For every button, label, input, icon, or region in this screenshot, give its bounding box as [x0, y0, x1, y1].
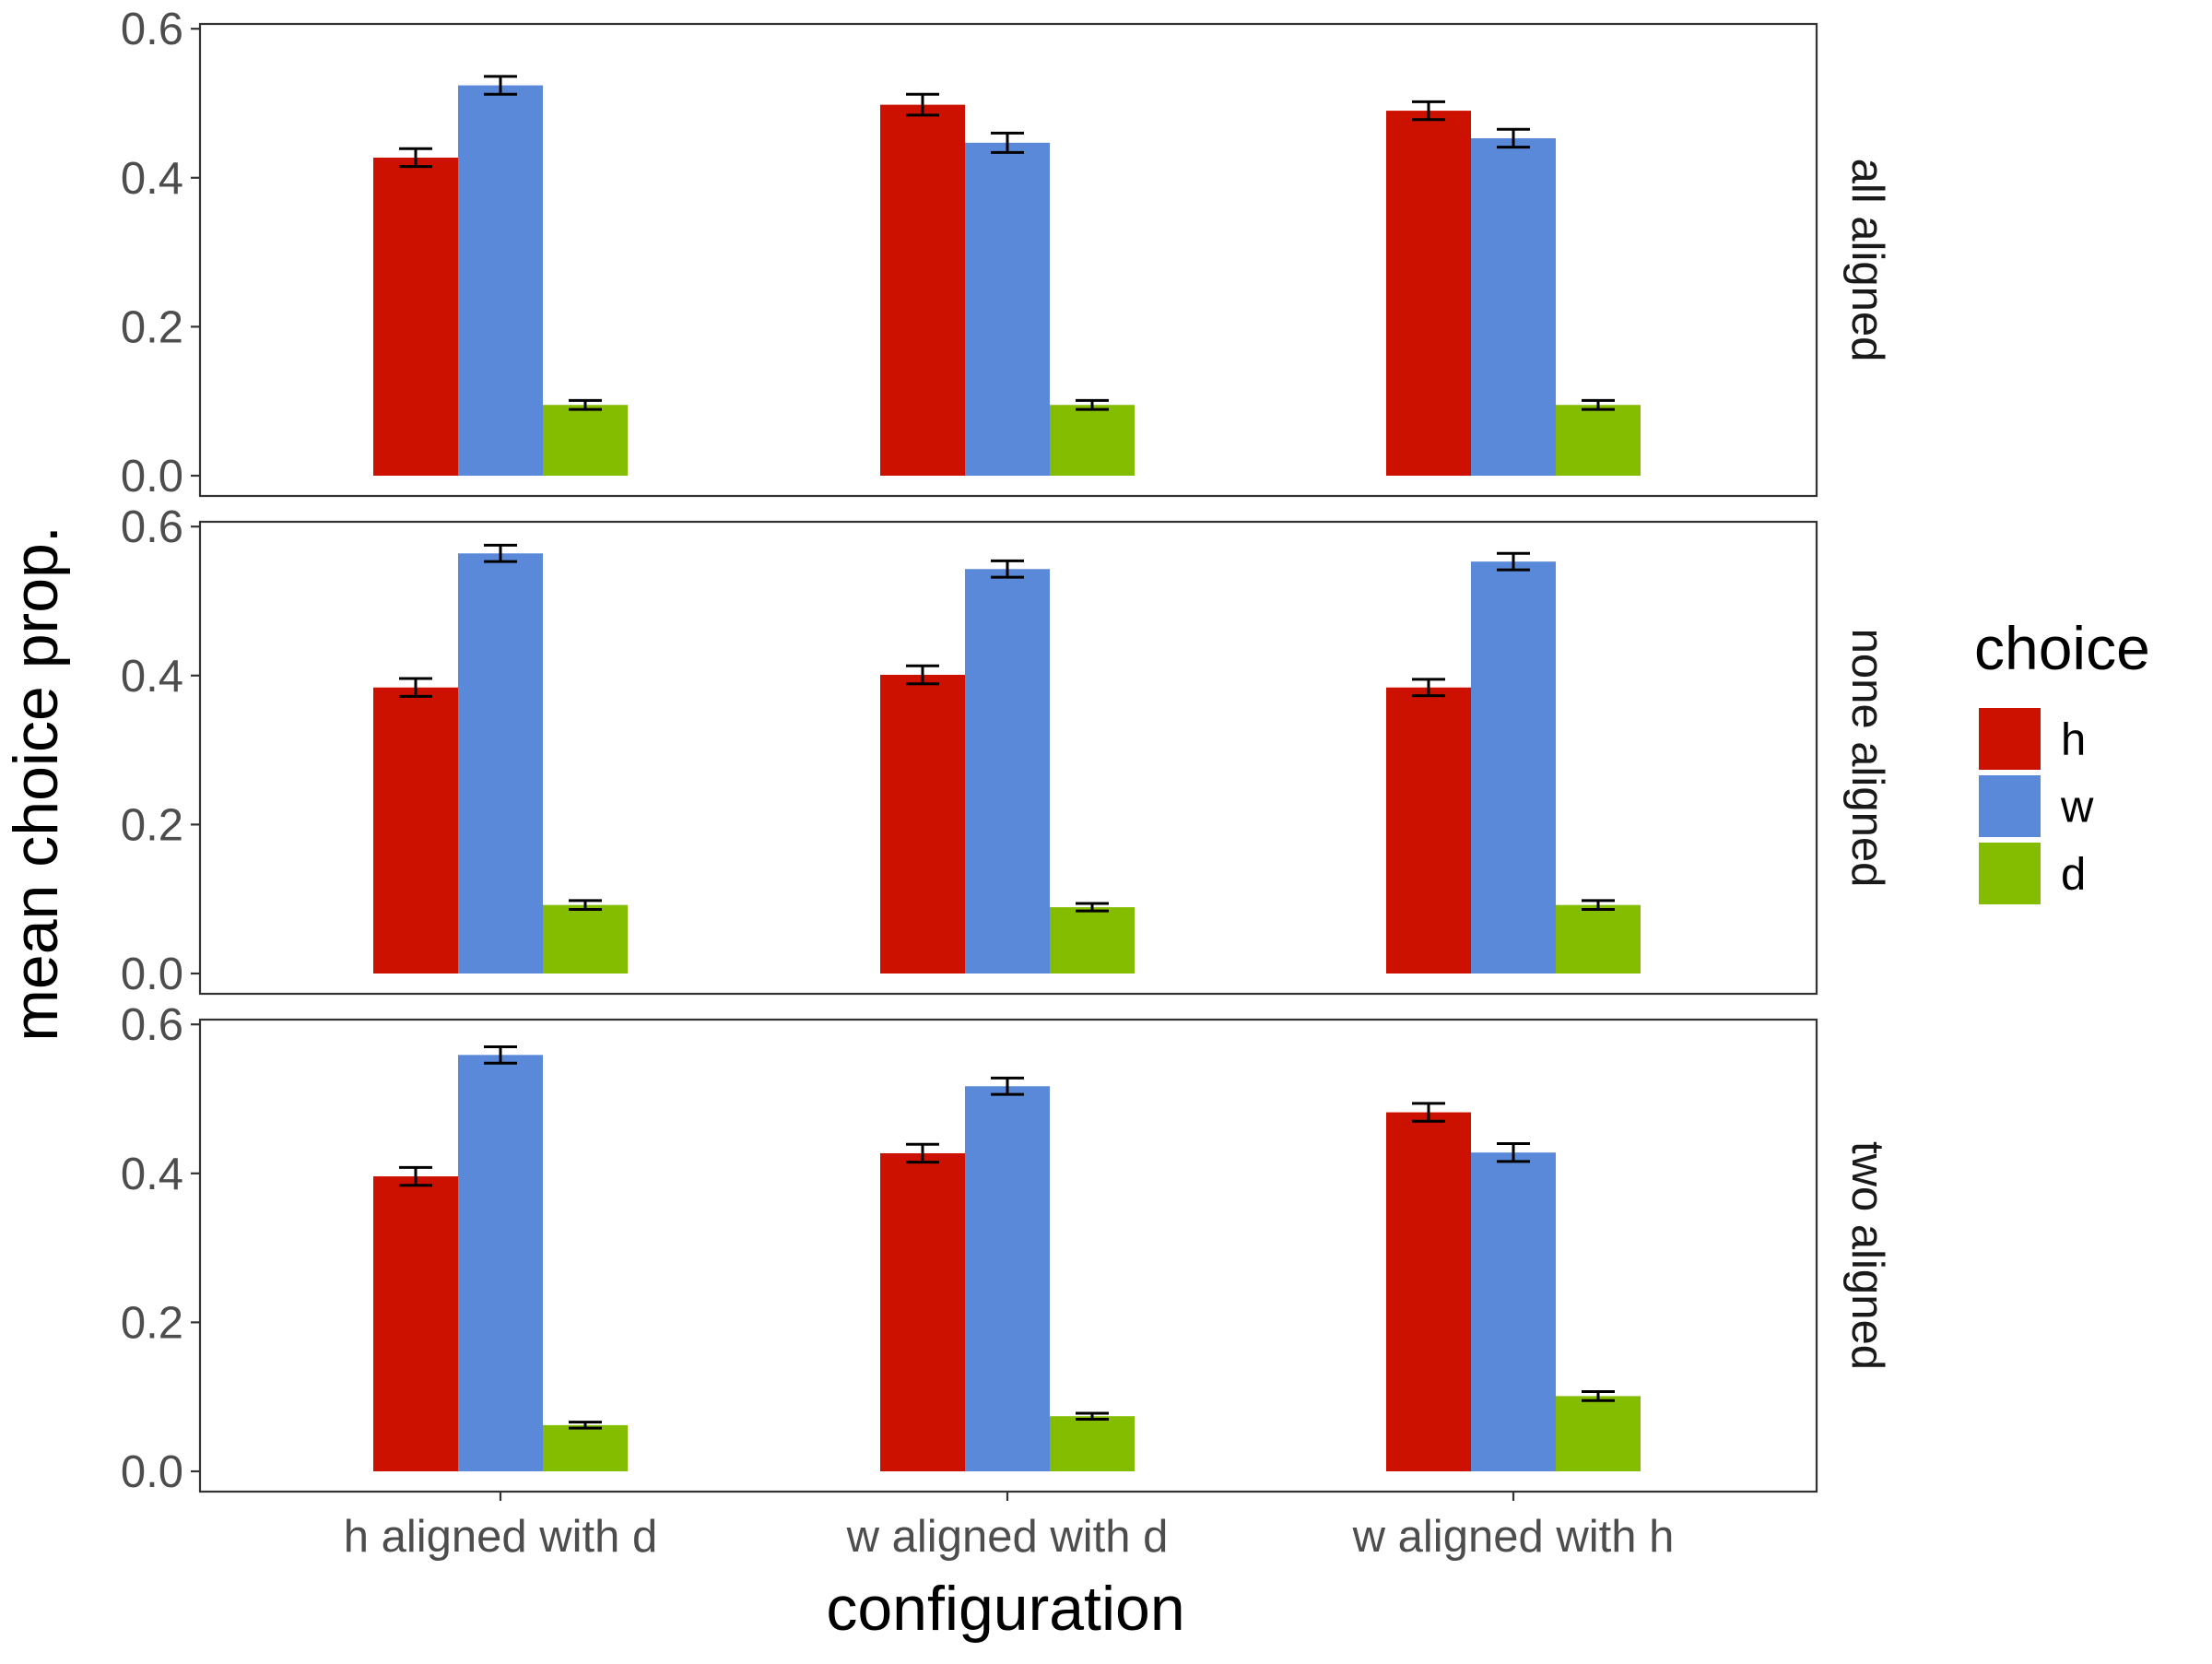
- x-tick-label: w aligned with d: [846, 1512, 1169, 1562]
- facet-strip-label: none aligned: [1842, 629, 1892, 888]
- error-bar: [1412, 1102, 1445, 1123]
- facet-panel: 0.0 0.2 0.4 0.6 two aligned: [121, 1000, 1892, 1497]
- legend-title: choice: [1974, 614, 2150, 682]
- bar-d: [1556, 904, 1641, 974]
- error-bar: [1497, 1141, 1530, 1163]
- bar-w: [458, 1055, 543, 1471]
- bar-h: [1386, 687, 1471, 974]
- error-bar: [1412, 100, 1445, 122]
- error-bar: [1497, 551, 1530, 572]
- facet-panel: 0.0 0.2 0.4 0.6 none aligned: [121, 502, 1892, 999]
- y-tick-label: 0.2: [121, 800, 183, 850]
- error-bar: [569, 1421, 602, 1430]
- legend-key-d: [1979, 843, 2041, 904]
- error-bar: [484, 1044, 517, 1065]
- error-bar: [399, 147, 432, 169]
- legend-label: d: [2061, 850, 2086, 900]
- x-axis-title: configuration: [826, 1574, 1184, 1644]
- bar-w: [1471, 1152, 1556, 1471]
- bar-w: [458, 553, 543, 974]
- bar-h: [373, 687, 458, 974]
- x-tick-label: w aligned with h: [1352, 1512, 1675, 1562]
- y-axis-title: mean choice prop.: [1, 525, 71, 1041]
- bar-h: [880, 674, 965, 974]
- y-tick-label: 0.4: [121, 1150, 183, 1199]
- error-bar: [1582, 899, 1615, 912]
- x-tick-label: h aligned with d: [344, 1512, 658, 1562]
- error-bar: [484, 543, 517, 563]
- legend-key-h: [1979, 708, 2041, 770]
- legend-label: h: [2061, 715, 2086, 765]
- y-tick-label: 0.4: [121, 652, 183, 702]
- error-bar: [399, 677, 432, 698]
- bar-h: [373, 1176, 458, 1471]
- y-tick-label: 0.6: [121, 502, 183, 552]
- error-bar: [906, 1142, 939, 1164]
- y-tick-label: 0.6: [121, 1000, 183, 1050]
- bar-d: [543, 405, 628, 476]
- bar-d: [543, 904, 628, 974]
- error-bar: [399, 1165, 432, 1187]
- panels-layer: 0.0 0.2 0.4 0.6 all aligned 0.0 0.2 0.4 0.6 none …: [121, 5, 1892, 1497]
- bar-d: [1050, 907, 1135, 974]
- error-bar: [1582, 398, 1615, 411]
- error-bar: [569, 899, 602, 912]
- facet-panel: 0.0 0.2 0.4 0.6 all aligned: [121, 5, 1892, 502]
- error-bar: [991, 1076, 1024, 1096]
- y-tick-label: 0.2: [121, 1298, 183, 1348]
- error-bar: [1076, 1411, 1109, 1421]
- bar-h: [1386, 1112, 1471, 1471]
- error-bar: [1076, 902, 1109, 913]
- legend-item-d: d: [1979, 843, 2086, 904]
- y-tick-label: 0.0: [121, 1447, 183, 1497]
- error-bar: [484, 75, 517, 96]
- bar-h: [1386, 111, 1471, 476]
- error-bar: [1412, 678, 1445, 698]
- legend-label: w: [2060, 783, 2094, 832]
- y-tick-label: 0.0: [121, 950, 183, 999]
- bar-d: [1050, 1416, 1135, 1471]
- error-bar: [906, 664, 939, 686]
- bar-w: [965, 142, 1050, 476]
- bar-w: [1471, 137, 1556, 476]
- bar-h: [880, 1152, 965, 1471]
- error-bar: [1582, 1390, 1615, 1402]
- y-tick-label: 0.6: [121, 5, 183, 54]
- legend-item-h: h: [1979, 708, 2086, 770]
- error-bar: [569, 398, 602, 411]
- error-bar: [991, 559, 1024, 579]
- bar-w: [1471, 561, 1556, 974]
- bar-d: [1050, 405, 1135, 476]
- bar-h: [880, 104, 965, 476]
- facet-strip-label: two aligned: [1842, 1141, 1892, 1370]
- facet-strip-label: all aligned: [1842, 159, 1892, 362]
- legend-key-w: [1979, 775, 2041, 837]
- y-tick-label: 0.4: [121, 154, 183, 204]
- legend: choice hwd: [1974, 614, 2150, 904]
- bar-d: [1556, 1396, 1641, 1471]
- error-bar: [906, 92, 939, 117]
- bar-d: [1556, 405, 1641, 476]
- bar-w: [965, 1086, 1050, 1471]
- bar-w: [458, 85, 543, 476]
- bar-h: [373, 157, 458, 476]
- error-bar: [1497, 127, 1530, 149]
- y-tick-label: 0.0: [121, 452, 183, 502]
- error-bar: [1076, 398, 1109, 411]
- bar-d: [543, 1424, 628, 1471]
- y-tick-label: 0.2: [121, 302, 183, 352]
- x-axis: h aligned with d w aligned with d w aligne…: [344, 1492, 1675, 1562]
- bar-w: [965, 569, 1050, 974]
- error-bar: [991, 131, 1024, 154]
- legend-item-w: w: [1979, 775, 2094, 837]
